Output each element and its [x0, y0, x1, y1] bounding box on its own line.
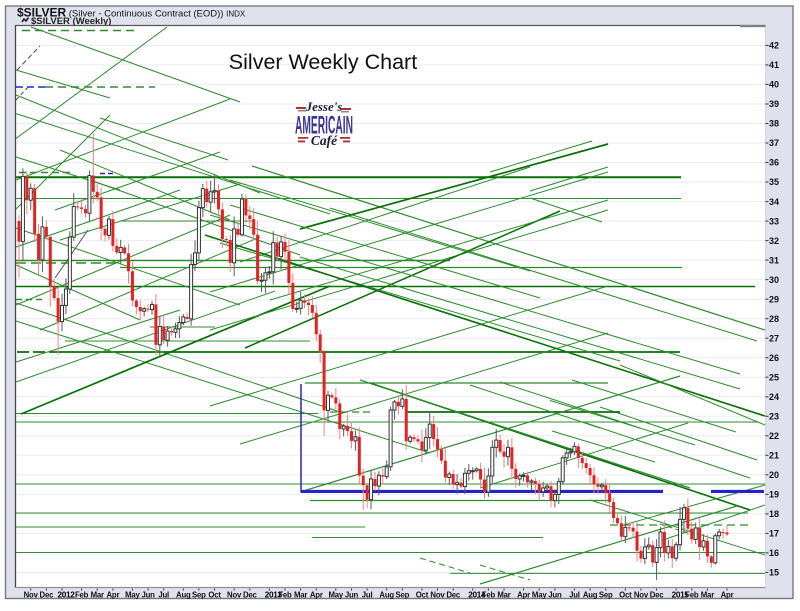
svg-text:Sep: Sep [395, 590, 409, 599]
svg-text:2015: 2015 [672, 591, 690, 600]
svg-text:May: May [125, 590, 140, 599]
svg-text:$SILVER (Silver - Continuous C: $SILVER (Silver - Continuous Contract (E… [17, 6, 246, 20]
svg-text:20: 20 [769, 470, 779, 480]
svg-text:Dec: Dec [650, 590, 665, 599]
svg-text:Dec: Dec [446, 590, 461, 599]
svg-text:Apr: Apr [310, 590, 323, 599]
svg-text:27: 27 [769, 333, 779, 343]
svg-text:Café: Café [311, 133, 338, 148]
svg-text:36: 36 [769, 158, 779, 168]
svg-text:32: 32 [769, 236, 779, 246]
svg-text:Oct: Oct [208, 590, 221, 599]
svg-text:30: 30 [769, 275, 779, 285]
svg-text:34: 34 [769, 197, 779, 207]
svg-text:21: 21 [769, 451, 779, 461]
svg-text:22: 22 [769, 431, 779, 441]
svg-text:Jul: Jul [362, 590, 373, 599]
svg-text:Feb: Feb [685, 590, 699, 599]
svg-text:Sep: Sep [192, 590, 206, 599]
svg-text:Mar: Mar [497, 590, 510, 599]
svg-text:Jul: Jul [569, 590, 580, 599]
svg-text:23: 23 [769, 412, 779, 422]
svg-text:40: 40 [769, 80, 779, 90]
svg-text:33: 33 [769, 216, 779, 226]
svg-text:Dec: Dec [243, 590, 258, 599]
svg-text:Feb: Feb [482, 590, 496, 599]
svg-text:35: 35 [769, 177, 779, 187]
svg-text:Apr: Apr [721, 590, 734, 599]
svg-text:18: 18 [769, 509, 779, 519]
svg-text:Dec: Dec [40, 590, 55, 599]
svg-text:Jun: Jun [345, 590, 359, 599]
svg-text:Apr: Apr [106, 590, 119, 599]
svg-text:29: 29 [769, 294, 779, 304]
svg-text:31: 31 [769, 255, 779, 265]
svg-text:Nov: Nov [24, 590, 39, 599]
svg-text:2014: 2014 [468, 591, 486, 600]
svg-text:Jun: Jun [548, 590, 562, 599]
svg-text:Apr: Apr [517, 590, 530, 599]
svg-text:AMERICAIN: AMERICAIN [295, 112, 353, 140]
svg-text:2012: 2012 [57, 591, 75, 600]
svg-text:Nov: Nov [227, 590, 242, 599]
svg-text:Aug: Aug [379, 590, 394, 599]
svg-text:May: May [329, 590, 344, 599]
svg-text:25: 25 [769, 372, 779, 382]
svg-text:28: 28 [769, 314, 779, 324]
svg-text:May: May [532, 590, 547, 599]
svg-text:Silver Weekly Chart: Silver Weekly Chart [229, 50, 417, 74]
svg-text:Jun: Jun [141, 590, 155, 599]
svg-text:Mar: Mar [294, 590, 307, 599]
svg-text:17: 17 [769, 529, 779, 539]
svg-text:39: 39 [769, 99, 779, 109]
svg-text:Aug: Aug [583, 590, 598, 599]
svg-text:19: 19 [769, 490, 779, 500]
svg-text:42: 42 [769, 41, 779, 51]
svg-text:Mar: Mar [701, 590, 714, 599]
svg-text:Sep: Sep [599, 590, 613, 599]
svg-text:Nov: Nov [430, 590, 445, 599]
svg-text:Oct: Oct [619, 590, 632, 599]
svg-text:Nov: Nov [634, 590, 649, 599]
svg-text:15: 15 [769, 568, 779, 578]
svg-text:41: 41 [769, 60, 779, 70]
svg-text:26: 26 [769, 353, 779, 363]
svg-text:Oct: Oct [416, 590, 429, 599]
svg-text:38: 38 [769, 119, 779, 129]
svg-text:$SILVER (Weekly): $SILVER (Weekly) [31, 16, 111, 27]
svg-text:2013: 2013 [265, 591, 283, 600]
svg-text:16: 16 [769, 548, 779, 558]
svg-text:Jesse's: Jesse's [305, 99, 343, 114]
svg-text:Mar: Mar [91, 590, 104, 599]
svg-text:Feb: Feb [75, 590, 89, 599]
svg-text:Feb: Feb [278, 590, 292, 599]
svg-text:24: 24 [769, 392, 779, 402]
svg-text:Aug: Aug [176, 590, 191, 599]
svg-text:Jul: Jul [158, 590, 169, 599]
svg-text:37: 37 [769, 138, 779, 148]
